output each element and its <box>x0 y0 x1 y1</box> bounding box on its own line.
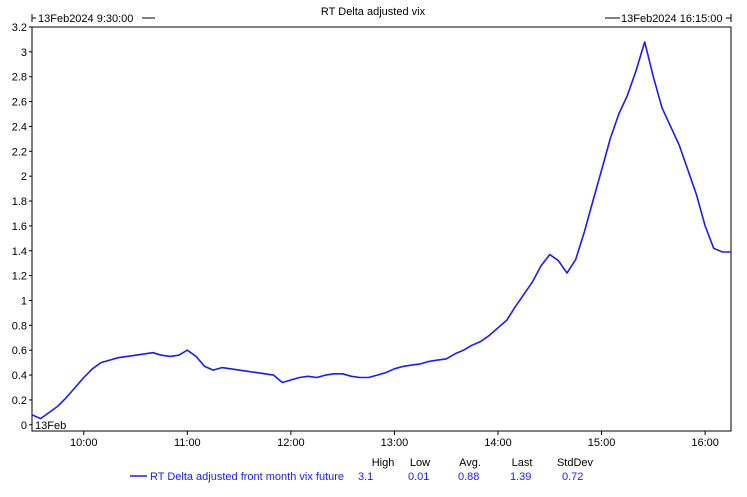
legend-last-header: Last <box>512 457 533 469</box>
x-tick-label: 10:00 <box>70 437 98 449</box>
x-tick-label: 13:00 <box>381 437 409 449</box>
legend-high-value: 3.1 <box>358 471 373 483</box>
x-tick-label: 15:00 <box>588 437 616 449</box>
legend-high-header: High <box>372 457 395 469</box>
y-tick-label: 3.2 <box>12 22 27 34</box>
legend-low-header: Low <box>410 457 430 469</box>
legend-series-name: RT Delta adjusted front month vix future <box>150 471 344 483</box>
series-line-0 <box>31 41 731 420</box>
legend-low-value: 0.01 <box>408 471 429 483</box>
date-label: 13Feb <box>35 420 66 432</box>
y-tick-label: 2.6 <box>12 97 27 109</box>
legend-std-header: StdDev <box>557 457 594 469</box>
y-tick-label: 0.2 <box>12 395 27 407</box>
y-tick-label: 0.4 <box>12 370 27 382</box>
y-tick-label: 0 <box>21 420 27 432</box>
legend-avg-value: 0.88 <box>458 471 479 483</box>
plot-frame <box>31 26 732 432</box>
y-tick-label: 1.8 <box>12 196 27 208</box>
x-axis: 10:00 11:00 12:00 13:00 14:00 15:00 16:00 <box>70 431 719 449</box>
y-tick-label: 2.8 <box>12 72 27 84</box>
y-tick-label: 0.8 <box>12 320 27 332</box>
y-tick-label: 0.6 <box>12 345 27 357</box>
legend-last-value: 1.39 <box>510 471 531 483</box>
x-tick-label: 11:00 <box>174 437 201 449</box>
y-axis: 0 0.2 0.4 0.6 0.8 1 1.2 1.4 1.6 1.8 2 2.2 2.4 2.6 2.8 3… <box>12 22 32 432</box>
x-tick-label: 12:00 <box>277 437 305 449</box>
y-tick-label: 1 <box>21 295 27 307</box>
range-start-label: 13Feb2024 9:30:00 <box>38 13 133 25</box>
chart-title: RT Delta adjusted vix <box>321 6 426 18</box>
range-end-label: 13Feb2024 16:15:00 <box>621 13 723 25</box>
x-tick-label: 14:00 <box>484 437 512 449</box>
legend: High Low Avg. Last StdDev RT Delta adjus… <box>130 457 594 483</box>
y-tick-label: 2.4 <box>12 121 27 133</box>
y-tick-label: 1.2 <box>12 271 27 283</box>
x-tick-label: 16:00 <box>691 437 719 449</box>
y-tick-label: 3 <box>21 47 27 59</box>
legend-std-value: 0.72 <box>562 471 583 483</box>
y-tick-label: 2 <box>21 171 27 183</box>
y-tick-label: 1.6 <box>12 221 27 233</box>
legend-avg-header: Avg. <box>459 457 481 469</box>
y-tick-label: 1.4 <box>12 246 27 258</box>
y-tick-label: 2.2 <box>12 146 27 158</box>
series-group <box>31 41 731 420</box>
